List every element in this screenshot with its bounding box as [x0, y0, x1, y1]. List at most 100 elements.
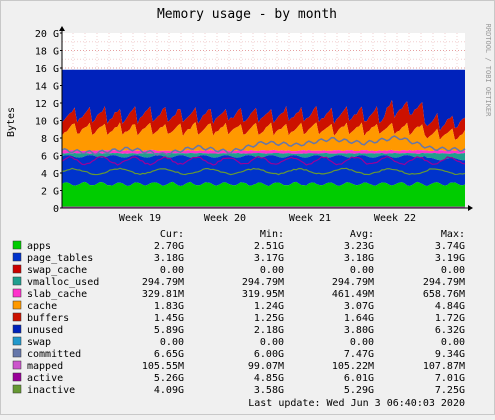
x-tick-label: Week 20 [204, 213, 246, 224]
legend-min: 294.79M [242, 277, 284, 288]
legend-max: 107.87M [423, 361, 465, 372]
legend-cur: 4.09G [154, 385, 184, 396]
rrdtool-watermark: RRDTOOL / TOBI OETIKER [484, 24, 492, 118]
legend-min: 2.18G [254, 325, 284, 336]
legend-min: 0.00 [260, 265, 284, 276]
legend-cur: 1.83G [154, 301, 184, 312]
legend-cur: 5.26G [154, 373, 184, 384]
legend-max: 1.72G [435, 313, 465, 324]
legend-name: mapped [27, 361, 63, 372]
chart-title: Memory usage - by month [157, 7, 337, 22]
y-axis-arrow [59, 26, 65, 31]
legend-cur: 0.00 [160, 265, 184, 276]
legend-avg: 3.07G [344, 301, 374, 312]
legend-swatch [12, 312, 22, 322]
x-tick-labels: Week 19 Week 20 Week 21 Week 22 [119, 213, 416, 224]
legend-name: swap [27, 337, 51, 348]
legend-cur: 0.00 [160, 337, 184, 348]
legend-max: 9.34G [435, 349, 465, 360]
y-tick-label: 8 G [41, 134, 59, 145]
legend-max: 0.00 [441, 337, 465, 348]
legend-name: apps [27, 241, 51, 252]
legend-cur: 1.45G [154, 313, 184, 324]
legend-avg: 5.29G [344, 385, 374, 396]
legend-avg: 6.01G [344, 373, 374, 384]
legend-avg: 105.22M [332, 361, 374, 372]
legend-avg: 3.18G [344, 253, 374, 264]
stacked-areas [62, 69, 465, 208]
legend-swatch [12, 372, 22, 382]
y-tick-label: 18 G [35, 47, 59, 58]
line-inactive [61, 167, 466, 176]
legend-swatch [12, 300, 22, 310]
legend-swatch [12, 276, 22, 286]
y-axis-label: Bytes [6, 107, 17, 137]
legend-swatch [12, 336, 22, 346]
legend-name: committed [27, 349, 81, 360]
y-tick-label: 10 G [35, 117, 59, 128]
legend-name: swap_cache [27, 265, 87, 276]
area-apps [62, 181, 465, 208]
legend-swatch [12, 348, 22, 358]
y-tick-label: 20 G [35, 29, 59, 40]
legend-name: cache [27, 301, 57, 312]
legend-min: 3.17G [254, 253, 284, 264]
area-buffers [62, 99, 465, 140]
legend-min: 99.07M [248, 361, 284, 372]
legend-swatch [12, 252, 22, 262]
legend-avg: 7.47G [344, 349, 374, 360]
legend-min: 1.25G [254, 313, 284, 324]
legend-swatch [12, 360, 22, 370]
legend-min: 319.95M [242, 289, 284, 300]
legend-swatch [12, 264, 22, 274]
line-active [61, 155, 466, 166]
legend-name: inactive [27, 385, 75, 396]
y-tick-label: 14 G [35, 82, 59, 93]
series-lines [61, 135, 466, 208]
area-vmalloc-used [62, 152, 465, 161]
legend-avg: 1.64G [344, 313, 374, 324]
legend-max: 3.19G [435, 253, 465, 264]
x-tick-label: Week 21 [289, 213, 331, 224]
legend-max: 658.76M [423, 289, 465, 300]
legend-avg: 0.00 [350, 265, 374, 276]
legend-min: 6.00G [254, 349, 284, 360]
legend-avg: 3.23G [344, 241, 374, 252]
legend-max: 0.00 [441, 265, 465, 276]
axes [59, 26, 473, 211]
legend-cur: 294.79M [142, 277, 184, 288]
line-committed [61, 135, 466, 156]
area-unused [62, 69, 465, 131]
legend-avg: 461.49M [332, 289, 374, 300]
legend-min: 1.24G [254, 301, 284, 312]
legend-min: 3.58G [254, 385, 284, 396]
y-tick-label: 0 [53, 204, 59, 215]
y-tick-label: 4 G [41, 169, 59, 180]
legend-header-avg: Avg: [350, 229, 374, 240]
legend-name: buffers [27, 313, 69, 324]
y-tick-label: 12 G [35, 99, 59, 110]
legend-swatch [12, 324, 22, 334]
legend-max: 7.25G [435, 385, 465, 396]
legend-cur: 2.70G [154, 241, 184, 252]
legend-name: vmalloc_used [27, 277, 99, 288]
legend-swatch [12, 288, 22, 298]
legend-min: 2.51G [254, 241, 284, 252]
legend-cur: 5.89G [154, 325, 184, 336]
last-update: Last update: Wed Jun 3 06:40:03 2020 [248, 398, 465, 409]
legend-cur: 329.81M [142, 289, 184, 300]
legend-min: 0.00 [260, 337, 284, 348]
legend: Cur: Min: Avg: Max: apps 2.70G 2.51G 3.23G 3… [12, 229, 465, 396]
x-tick-label: Week 19 [119, 213, 161, 224]
legend-name: unused [27, 325, 63, 336]
legend-avg: 294.79M [332, 277, 374, 288]
legend-header-cur: Cur: [160, 229, 184, 240]
legend-max: 7.01G [435, 373, 465, 384]
legend-swatch [12, 240, 22, 250]
legend-name: page_tables [27, 253, 93, 264]
y-tick-label: 2 G [41, 187, 59, 198]
legend-max: 3.74G [435, 241, 465, 252]
legend-header-max: Max: [441, 229, 465, 240]
legend-cur: 6.65G [154, 349, 184, 360]
